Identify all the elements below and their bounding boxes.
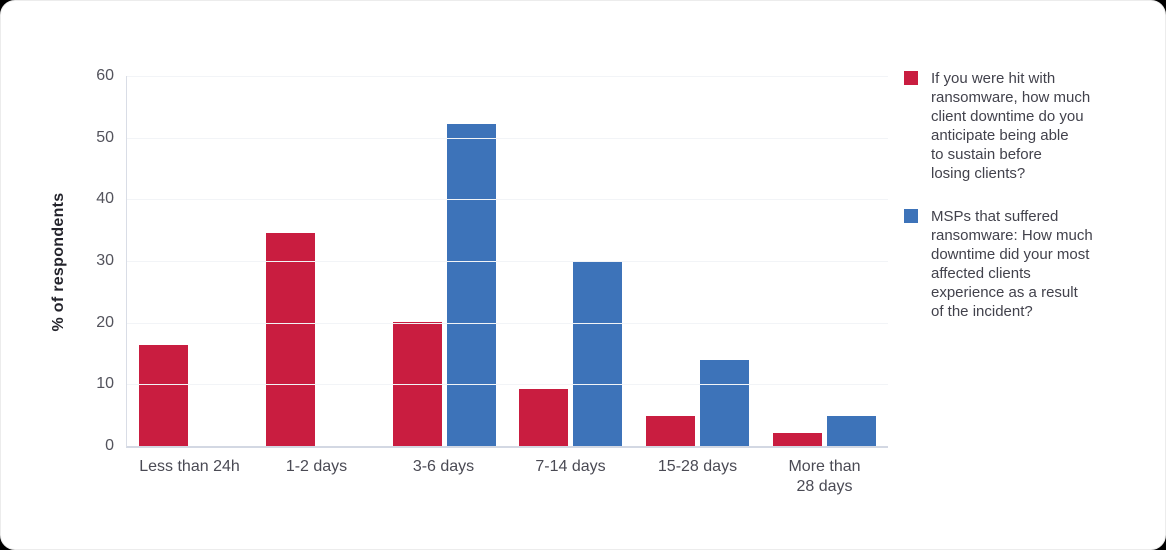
bar-series2-category6 [827,416,877,446]
bar-series2-category5 [700,360,750,446]
bar-series2-category4 [573,261,623,446]
x-label-6: More than 28 days [788,458,861,495]
y-tick-60: 60 [96,67,114,84]
legend-swatch-blue [904,209,918,223]
x-axis-labels: Less than 24h 1-2 days 3-6 days 7-14 days 15… [126,448,888,497]
bar-series1-category1 [138,344,188,446]
y-tick-40: 40 [96,190,114,208]
bar-series1-category6 [773,433,823,446]
bar-series2-category3 [446,124,496,446]
legend: If you were hit with ransomware, how muc… [904,69,1134,345]
category-group-6 [761,76,888,446]
gridline-40 [127,199,888,201]
legend-label-anticipated-downtime: If you were hit with ransomware, how muc… [931,70,1091,182]
legend-label-experienced-downtime: MSPs that suffered ransomware: How much … [931,208,1093,320]
category-group-3 [381,76,508,446]
x-label-1: Less than 24h [139,458,240,475]
x-label-4: 7-14 days [535,458,606,475]
legend-item-experienced-downtime: MSPs that suffered ransomware: How much … [904,207,1134,321]
bar-groups [127,76,888,446]
chart-area: 0 10 20 30 40 50 60 Less than 24h 1-2 days 3-6 d… [96,67,888,497]
y-tick-10: 10 [96,375,114,393]
y-tick-30: 30 [96,252,114,269]
bar-series1-category2 [265,232,315,446]
gridline-10 [127,384,888,386]
y-axis-title: % of respondents [50,192,67,332]
legend-swatch-red [904,71,918,85]
x-label-2: 1-2 days [285,458,348,475]
y-tick-0: 0 [105,437,114,454]
legend-item-anticipated-downtime: If you were hit with ransomware, how muc… [904,69,1134,183]
category-group-1 [127,76,254,446]
y-tick-50: 50 [96,128,114,146]
bar-series1-category4 [519,388,569,446]
category-group-5 [634,76,761,446]
gridline-30 [127,261,888,262]
gridline-60 [127,76,888,77]
category-group-2 [254,76,381,446]
bar-series1-category5 [646,416,696,446]
category-group-4 [507,76,634,446]
x-label-5: 15-28 days [657,458,738,475]
y-tick-20: 20 [96,313,114,331]
gridline-50 [127,137,888,139]
x-label-3: 3-6 days [412,458,475,475]
plot-area: 0 10 20 30 40 50 60 [96,67,888,454]
bar-series1-category3 [392,322,442,446]
gridline-20 [127,322,888,324]
